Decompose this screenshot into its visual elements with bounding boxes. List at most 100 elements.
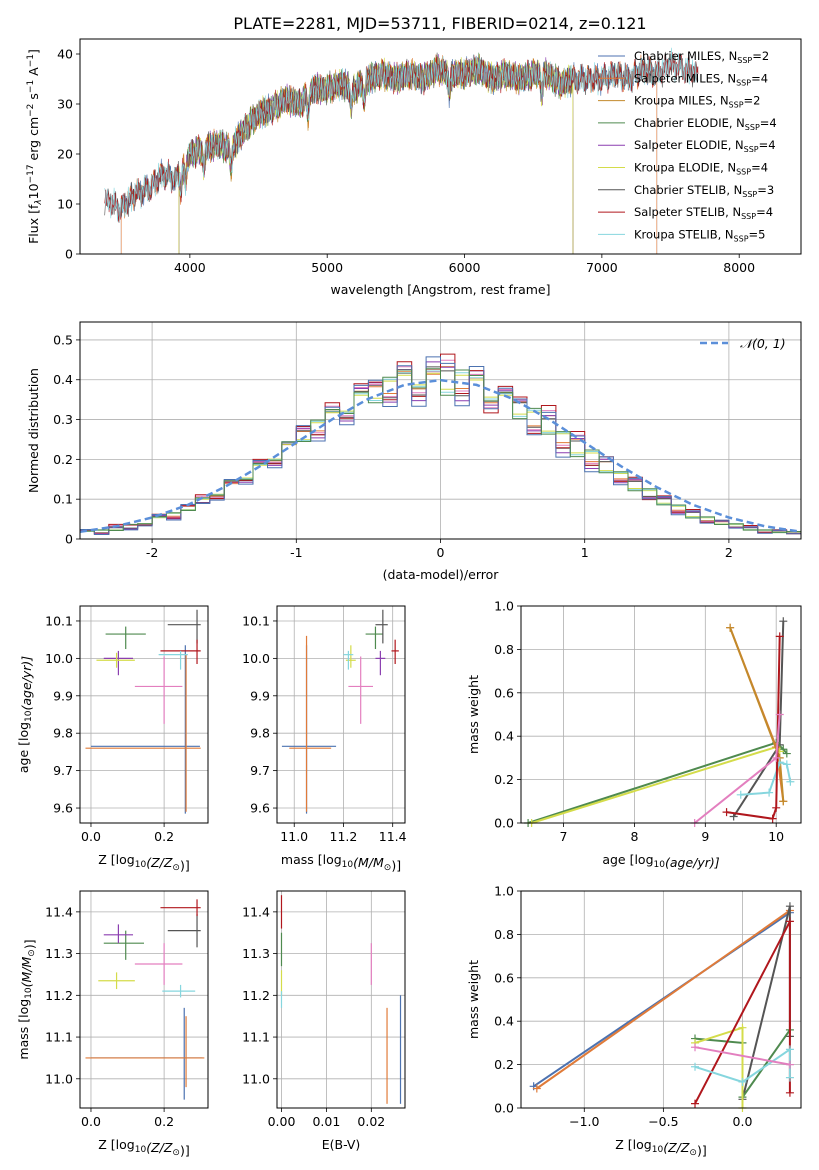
- mass-vs-ebv-errorbars: [280, 895, 402, 1104]
- weight-marker: [691, 1062, 700, 1071]
- weight-marker: [785, 902, 794, 911]
- mass-vs-z-errorbars: [85, 899, 205, 1100]
- x-tick-label: 0.00: [268, 1114, 296, 1129]
- age-vs-z-frame: [79, 605, 209, 824]
- y-tick-label: 11.1: [242, 1030, 270, 1045]
- x-tick-label: 7: [560, 829, 568, 844]
- y-tick-label: 9.8: [250, 726, 270, 741]
- figure-title: PLATE=2281, MJD=53711, FIBERID=0214, z=0…: [233, 14, 646, 33]
- y-tick-label: 0.4: [494, 1014, 514, 1029]
- y-tick-label: 0.8: [494, 927, 514, 942]
- spectrum-axes: 4000 5000 6000 7000 8000 0 10 20 30 40: [57, 47, 755, 276]
- weight-vs-z-frame: [520, 890, 802, 1109]
- histogram-chabrier-elodie: [79, 368, 801, 539]
- y-tick-label: 11.3: [45, 946, 73, 961]
- x-tick-label: 1: [581, 545, 589, 560]
- weight-vs-age-frame: [520, 605, 802, 824]
- weight-marker: [779, 797, 788, 806]
- x-tick-label: 8000: [723, 260, 755, 275]
- spectrum-frame: [79, 38, 802, 255]
- weight-vs-age-lines: [524, 617, 795, 827]
- weight-marker: [785, 1060, 794, 1069]
- x-tick-label: 7000: [586, 260, 618, 275]
- y-tick-label: 9.9: [53, 688, 73, 703]
- residuals-frame: [79, 321, 802, 540]
- weight-marker: [786, 777, 795, 786]
- x-tick-label: 11.0: [280, 829, 308, 844]
- weight-line: [726, 636, 781, 820]
- residuals-ylabel: Normed distribution: [26, 368, 41, 493]
- legend-entry: Kroupa ELODIE, NSSP=4: [634, 161, 768, 177]
- y-tick-label: 0.4: [494, 729, 514, 744]
- y-tick-label: 11.4: [242, 904, 270, 919]
- mass-vs-z-frame: [79, 890, 209, 1109]
- y-tick-label: 0.4: [53, 372, 73, 387]
- spectrum-legend: Chabrier MILES, NSSP=2 Salpeter MILES, NS…: [598, 49, 777, 243]
- weight-vs-z-ylabel: mass weight: [466, 960, 481, 1039]
- y-tick-label: 11.4: [45, 904, 73, 919]
- y-tick-label: 0.8: [494, 642, 514, 657]
- weight-vs-age-ylabel: mass weight: [466, 675, 481, 754]
- x-tick-label: 0.2: [154, 829, 174, 844]
- legend-entry: Salpeter ELODIE, NSSP=4: [634, 138, 776, 154]
- y-tick-label: 0.6: [494, 685, 514, 700]
- weight-marker: [785, 1045, 794, 1054]
- y-tick-label: 0.2: [494, 772, 514, 787]
- weight-marker: [785, 1088, 794, 1097]
- age-vs-mass-frame: [276, 605, 406, 824]
- x-tick-label: -2: [146, 545, 158, 560]
- y-tick-label: 30: [57, 97, 73, 112]
- age-vs-mass-axes: 11.0 11.2 11.4 9.6 9.7 9.8 9.9 10.0 10.1: [242, 606, 407, 844]
- x-tick-label: 4000: [174, 260, 206, 275]
- x-tick-label: 10: [768, 829, 784, 844]
- x-tick-label: 6000: [449, 260, 481, 275]
- residuals-legend-label: 𝒩(0, 1): [740, 336, 786, 351]
- y-tick-label: 9.7: [250, 763, 270, 778]
- weight-line: [694, 1046, 791, 1066]
- legend-entry: Kroupa STELIB, NSSP=5: [634, 227, 765, 243]
- y-tick-label: 11.3: [242, 946, 270, 961]
- x-tick-label: 2: [725, 545, 733, 560]
- weight-vs-z-xlabel: Z [log10(Z/Z⊙)]: [615, 1137, 706, 1158]
- y-tick-label: 11.2: [242, 988, 270, 1003]
- y-tick-label: 1.0: [494, 884, 514, 899]
- y-tick-label: 9.6: [53, 801, 73, 816]
- mass-vs-z-ylabel: mass [log10(M/M⊙)]: [16, 939, 37, 1059]
- spectrum-xlabel: wavelength [Angstrom, rest frame]: [330, 282, 550, 297]
- y-tick-label: 10.0: [242, 651, 270, 666]
- weight-marker: [768, 814, 777, 823]
- x-tick-label: 0.0: [733, 1114, 753, 1129]
- age-vs-z-ylabel: age [log10(age/yr)]: [16, 656, 34, 773]
- y-tick-label: 9.8: [53, 726, 73, 741]
- mass-vs-ebv-frame: [276, 890, 406, 1109]
- y-tick-label: 9.6: [250, 801, 270, 816]
- x-tick-label: 0.0: [81, 829, 101, 844]
- x-tick-label: −1.0: [569, 1114, 599, 1129]
- weight-marker: [772, 753, 781, 762]
- spectrum-lines: [104, 47, 699, 254]
- weight-marker: [691, 1043, 700, 1052]
- weight-marker: [738, 1023, 747, 1032]
- x-tick-label: 9: [701, 829, 709, 844]
- y-tick-label: 40: [57, 47, 73, 62]
- y-tick-label: 0: [65, 532, 73, 547]
- x-tick-label: 11.4: [379, 829, 407, 844]
- weight-marker: [785, 917, 794, 926]
- x-tick-label: −0.5: [648, 1114, 678, 1129]
- weight-line: [536, 909, 791, 1090]
- y-tick-label: 9.9: [250, 688, 270, 703]
- weight-vs-z-lines: [529, 902, 794, 1112]
- weight-marker: [532, 1084, 541, 1093]
- x-tick-label: 0.02: [357, 1114, 385, 1129]
- weight-marker: [765, 788, 774, 797]
- residuals-axes: -2 -1 0 1 2 0 0.1 0.2 0.3 0.4 0.5: [53, 322, 801, 560]
- x-tick-label: 0: [437, 545, 445, 560]
- mass-vs-z-xlabel: Z [log10(Z/Z⊙)]: [98, 1137, 189, 1158]
- legend-entry: Chabrier STELIB, NSSP=3: [634, 183, 774, 199]
- age-vs-z-xlabel: Z [log10(Z/Z⊙)]: [98, 852, 189, 873]
- x-tick-label: 0.01: [312, 1114, 340, 1129]
- age-vs-mass-xlabel: mass [log10(M/M⊙)]: [281, 852, 401, 873]
- residual-histograms: [79, 353, 801, 539]
- weight-line: [527, 741, 788, 824]
